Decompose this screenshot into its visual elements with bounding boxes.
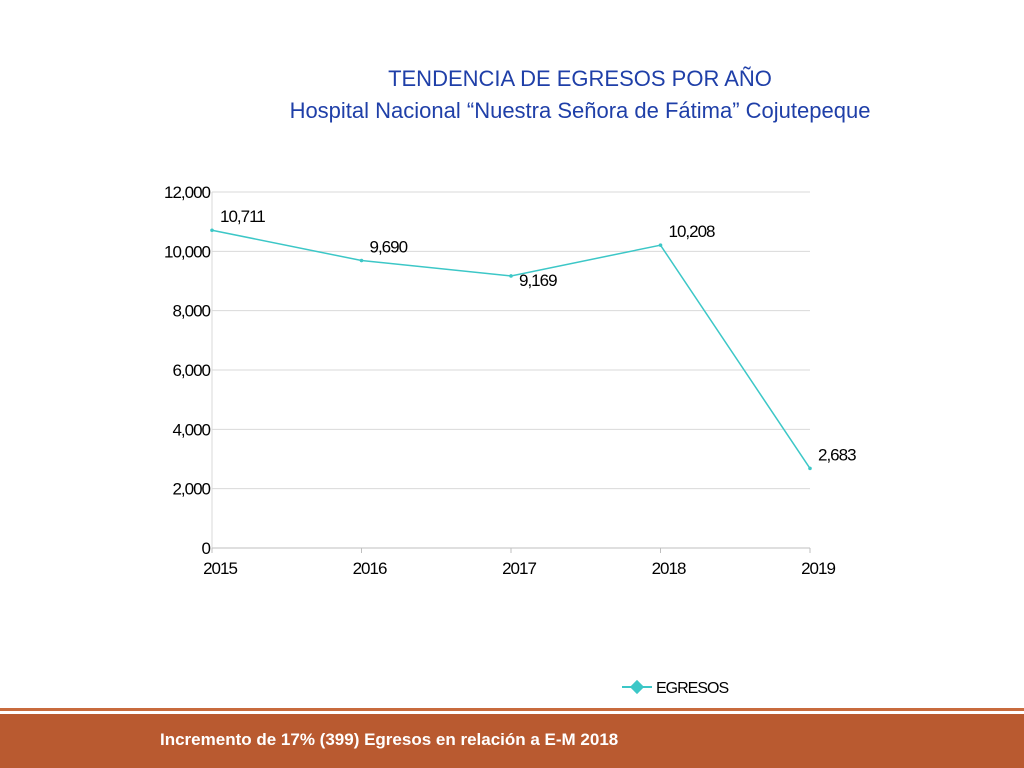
legend-marker-icon [629, 679, 645, 695]
y-tick-label: 2,000 [172, 480, 210, 499]
x-tick-label: 2017 [502, 559, 536, 578]
data-point [210, 228, 214, 233]
legend-label-egresos: EGRESOS [656, 680, 728, 697]
data-point [359, 258, 364, 263]
legend: EGRESOS [622, 679, 729, 697]
data-label: 10,711 [220, 207, 265, 226]
x-tick-label: 2019 [801, 559, 835, 578]
data-label: 2,683 [818, 445, 856, 464]
data-points [210, 228, 812, 471]
series-line-egresos [211, 229, 811, 469]
y-tick-labels: 0 2,000 4,000 6,000 8,000 10,000 12,000 [164, 183, 212, 558]
data-label: 9,169 [519, 271, 557, 290]
data-point [509, 274, 513, 278]
gridlines [212, 191, 810, 490]
y-tick-label: 10,000 [164, 242, 211, 261]
footer-text: Incremento de 17% (399) Egresos en relac… [160, 730, 619, 749]
data-label: 9,690 [370, 238, 408, 257]
y-tick-label: 4,000 [172, 420, 210, 439]
footer-bar: Incremento de 17% (399) Egresos en relac… [0, 714, 1024, 768]
chart-title: TENDENCIA DE EGRESOS POR AÑO [388, 66, 772, 91]
data-labels: 10,711 9,690 9,169 10,208 2,683 [220, 207, 857, 464]
data-point [808, 466, 812, 471]
axes [211, 192, 811, 553]
x-tick-labels: 2015 2016 2017 2018 2019 [203, 559, 836, 578]
x-tick-label: 2018 [652, 559, 686, 578]
data-point [658, 243, 663, 247]
footer-divider [0, 708, 1024, 711]
y-tick-label: 6,000 [172, 361, 210, 380]
chart-subtitle: Hospital Nacional “Nuestra Señora de Fát… [289, 98, 871, 123]
data-label: 10,208 [669, 222, 716, 241]
y-tick-label: 0 [202, 539, 211, 558]
y-tick-label: 12,000 [164, 183, 211, 202]
x-tick-label: 2016 [353, 559, 387, 578]
y-tick-label: 8,000 [172, 302, 210, 321]
x-tick-label: 2015 [203, 559, 237, 578]
